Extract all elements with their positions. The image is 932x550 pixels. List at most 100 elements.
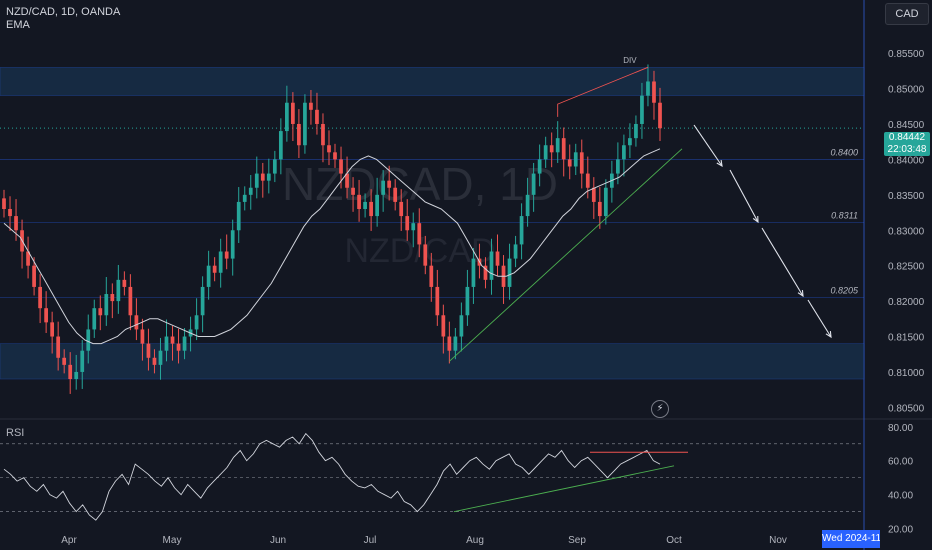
candle-body	[561, 138, 566, 160]
candle-body	[248, 187, 253, 195]
price-tick-7: 0.82500	[888, 262, 925, 273]
candle-body	[393, 187, 398, 202]
zone-2	[0, 343, 865, 380]
candle-body	[405, 216, 410, 231]
rsi-trend-line	[453, 465, 675, 513]
price-tick-6: 0.83000	[888, 226, 925, 237]
candle-body	[525, 194, 530, 217]
currency-button[interactable]: CAD	[885, 3, 929, 25]
candle-body	[254, 173, 259, 188]
rsi-line	[3, 432, 661, 521]
candle-body	[291, 102, 295, 124]
candle-body	[321, 123, 325, 146]
candle-body	[543, 145, 548, 160]
divergence-label: DIV	[623, 56, 637, 65]
candle-body	[423, 244, 428, 266]
last-price-tag: 0.84442 22:03:48	[884, 132, 930, 156]
rsi-tick-1: 60.00	[888, 457, 913, 468]
candle-body	[86, 329, 91, 351]
rsi-tick-3: 20.00	[888, 525, 913, 536]
projection-arrow-1	[693, 124, 723, 167]
candle-body	[339, 159, 343, 174]
chart-legend: NZD/CAD, 1D, OANDA EMA	[6, 6, 120, 32]
candle-body	[327, 145, 331, 153]
price-tick-3: 0.84500	[888, 120, 925, 131]
level-label-2: 0.8311	[831, 210, 858, 220]
candle-body	[309, 102, 313, 110]
candle-body	[8, 209, 12, 217]
candle-body	[622, 145, 626, 160]
candle-body	[585, 173, 590, 188]
candle-body	[224, 251, 229, 259]
candle-body	[236, 201, 241, 231]
indicator-label[interactable]: EMA	[6, 19, 30, 31]
projection-arrow-3	[761, 227, 804, 297]
candle-body	[640, 95, 644, 124]
month-label-apr: Apr	[61, 535, 77, 546]
candle-body	[242, 194, 247, 202]
candle-body	[260, 173, 265, 181]
candle-body	[266, 173, 271, 181]
candle-body	[447, 336, 452, 351]
candle-body	[230, 230, 235, 259]
rsi-pane-label[interactable]: RSI	[6, 427, 25, 439]
candle-body	[284, 102, 289, 132]
candle-body	[616, 159, 620, 174]
projection-arrow-2	[729, 169, 759, 223]
price-tick-2: 0.85000	[888, 85, 925, 96]
candle-body	[98, 308, 103, 316]
candle-body	[658, 102, 662, 129]
candle-body	[206, 265, 211, 287]
rsi-tick-0: 80.00	[888, 423, 913, 434]
candle-body	[375, 194, 380, 217]
candle-body	[278, 131, 283, 160]
zone-1	[0, 67, 865, 96]
candle-body	[80, 350, 85, 372]
candle-body	[411, 223, 416, 231]
candle-body	[303, 102, 307, 146]
last-price-value: 0.84442	[888, 132, 926, 143]
candle-body	[453, 336, 458, 351]
price-tick-10: 0.81000	[888, 368, 925, 379]
candle-body	[200, 286, 205, 316]
candle-body	[369, 201, 373, 217]
candle-body	[164, 336, 169, 351]
candle-body	[381, 180, 386, 195]
candle-body	[646, 81, 650, 96]
candle-body	[345, 173, 349, 188]
month-label-jun: Jun	[270, 535, 286, 546]
price-tick-4: 0.84000	[888, 155, 925, 166]
candle-body	[603, 187, 608, 217]
ema-line	[3, 148, 661, 345]
level-label-3: 0.8205	[830, 286, 859, 296]
candle-body	[44, 308, 48, 323]
projection-arrow-4	[807, 299, 832, 338]
candle-body	[531, 173, 536, 195]
candle-body	[363, 201, 367, 209]
candle-body	[194, 315, 199, 330]
symbol-title[interactable]: NZD/CAD, 1D, OANDA	[6, 6, 121, 18]
projection-arrowhead-4	[825, 330, 832, 339]
candle-body	[14, 216, 18, 231]
lightning-icon[interactable]: ⚡	[651, 400, 669, 418]
candle-body	[465, 286, 470, 316]
price-tick-1: 0.85500	[888, 49, 925, 60]
candle-body	[333, 152, 337, 160]
candle-body	[315, 109, 319, 124]
projection-arrowhead-1	[716, 159, 723, 168]
uptrend-line	[449, 148, 683, 362]
candle-body	[351, 187, 355, 195]
candle-body	[56, 336, 61, 358]
candle-body	[537, 159, 542, 174]
candle-body	[483, 265, 488, 280]
candle-body	[634, 123, 638, 139]
level-label-1: 0.8400	[830, 147, 858, 157]
candle-body	[489, 251, 494, 280]
month-label-may: May	[163, 535, 182, 546]
candle-body	[152, 357, 157, 365]
price-tick-11: 0.80500	[888, 403, 925, 414]
candle-body	[68, 364, 73, 380]
candle-body	[134, 315, 139, 330]
candle-body	[417, 223, 422, 245]
